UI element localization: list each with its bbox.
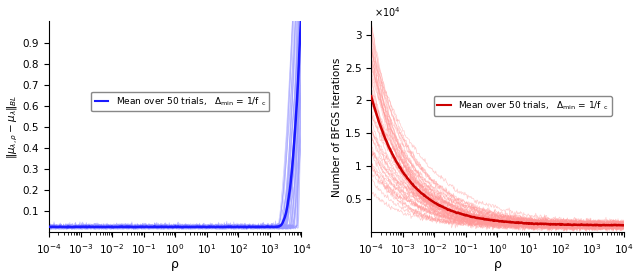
Legend: Mean over 50 trials,   $\Delta_{\rm min}$ = 1/f $_{\rm c}$: Mean over 50 trials, $\Delta_{\rm min}$ … — [91, 92, 269, 111]
X-axis label: ρ: ρ — [171, 258, 179, 271]
X-axis label: ρ: ρ — [493, 258, 502, 271]
Y-axis label: Number of BFGS iterations: Number of BFGS iterations — [332, 57, 342, 196]
Y-axis label: $\|\mu_{\lambda,\rho} - \mu_\lambda\|_{BL}$: $\|\mu_{\lambda,\rho} - \mu_\lambda\|_{B… — [6, 94, 20, 159]
Text: $\times 10^4$: $\times 10^4$ — [374, 6, 401, 19]
Legend: Mean over 50 trials,   $\Delta_{\rm min}$ = 1/f $_{\rm c}$: Mean over 50 trials, $\Delta_{\rm min}$ … — [434, 96, 612, 116]
